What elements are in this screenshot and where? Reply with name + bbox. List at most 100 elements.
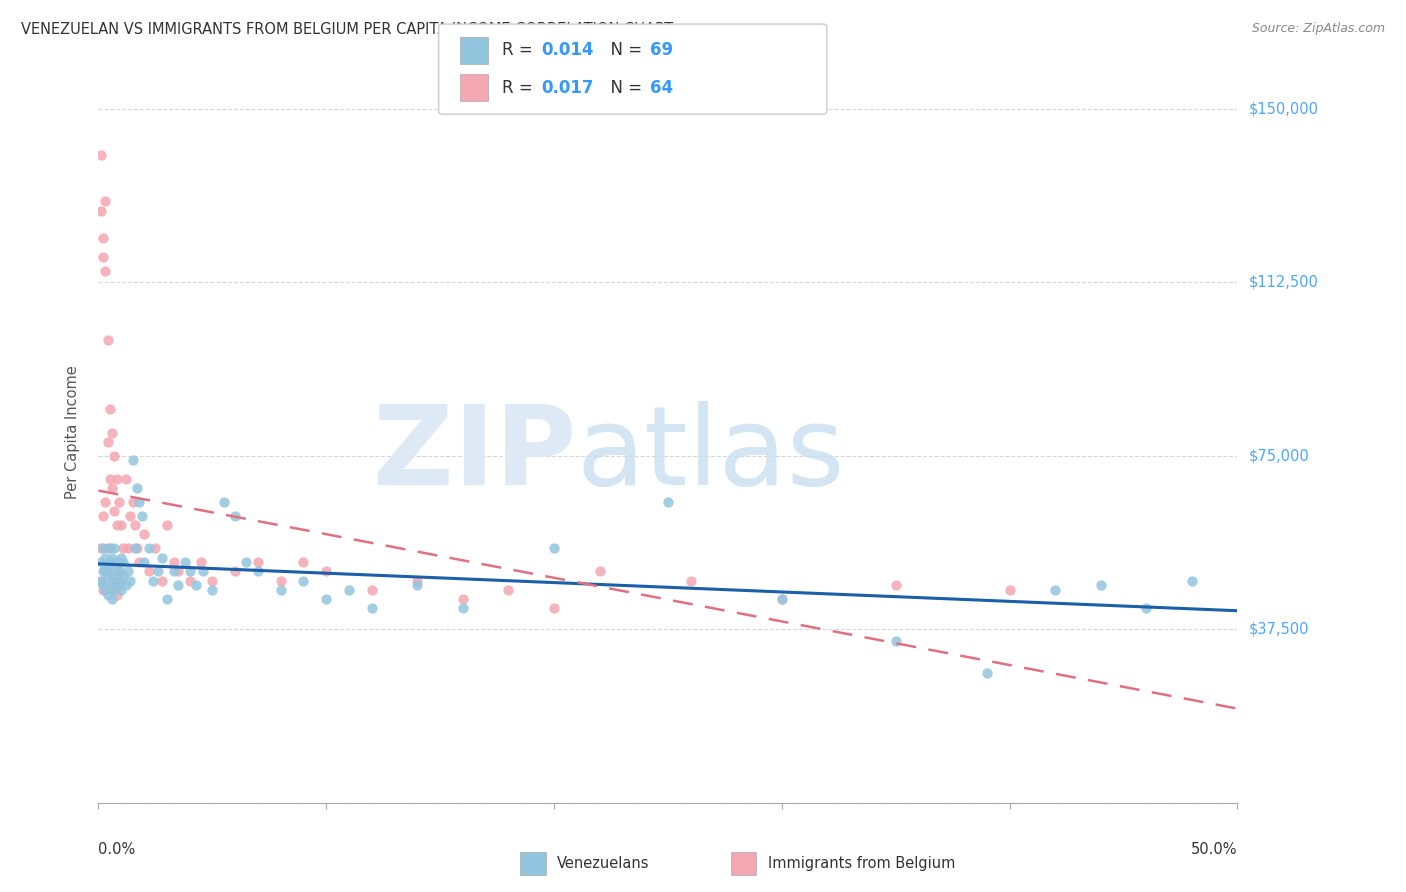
Point bbox=[91, 231, 114, 245]
Point bbox=[174, 555, 197, 569]
Point bbox=[98, 541, 121, 556]
Text: N =: N = bbox=[600, 42, 648, 60]
Point bbox=[98, 472, 121, 486]
Point bbox=[117, 541, 139, 556]
Point bbox=[98, 578, 121, 592]
Point bbox=[98, 402, 121, 417]
Point bbox=[1181, 574, 1204, 588]
Point bbox=[998, 582, 1021, 597]
Point bbox=[91, 250, 114, 264]
Point bbox=[132, 555, 155, 569]
Point bbox=[292, 574, 315, 588]
Point bbox=[976, 666, 998, 681]
Point bbox=[315, 565, 337, 579]
Point bbox=[679, 574, 702, 588]
Point bbox=[186, 578, 208, 592]
Point bbox=[96, 434, 118, 449]
Point bbox=[770, 592, 793, 607]
Point bbox=[117, 565, 139, 579]
Point bbox=[105, 555, 128, 569]
Point bbox=[91, 565, 114, 579]
Point bbox=[128, 555, 150, 569]
Point bbox=[91, 578, 114, 592]
Text: Venezuelans: Venezuelans bbox=[557, 856, 650, 871]
Point bbox=[96, 541, 118, 556]
Point bbox=[101, 550, 124, 565]
Point bbox=[98, 555, 121, 569]
Point bbox=[94, 565, 117, 579]
Point bbox=[101, 425, 124, 440]
Text: $150,000: $150,000 bbox=[1249, 101, 1319, 116]
Point bbox=[90, 555, 112, 569]
Point bbox=[91, 508, 114, 523]
Text: 0.017: 0.017 bbox=[541, 78, 593, 96]
Text: VENEZUELAN VS IMMIGRANTS FROM BELGIUM PER CAPITA INCOME CORRELATION CHART: VENEZUELAN VS IMMIGRANTS FROM BELGIUM PE… bbox=[21, 22, 673, 37]
Point bbox=[110, 574, 132, 588]
Point bbox=[94, 194, 117, 209]
Point bbox=[1135, 601, 1157, 615]
Point bbox=[142, 574, 165, 588]
Point bbox=[91, 582, 114, 597]
Point bbox=[162, 565, 184, 579]
Point bbox=[150, 574, 173, 588]
Point bbox=[162, 555, 184, 569]
Point bbox=[101, 481, 124, 495]
Point bbox=[96, 569, 118, 583]
Point bbox=[90, 148, 112, 162]
Point bbox=[103, 449, 125, 463]
Point bbox=[167, 578, 190, 592]
Point bbox=[112, 569, 135, 583]
Point bbox=[108, 495, 131, 509]
Text: 0.0%: 0.0% bbox=[98, 842, 135, 856]
Point bbox=[190, 555, 212, 569]
Point bbox=[90, 574, 112, 588]
Point bbox=[1043, 582, 1066, 597]
Point bbox=[235, 555, 257, 569]
Point bbox=[224, 565, 246, 579]
Point bbox=[406, 574, 429, 588]
Point bbox=[94, 565, 117, 579]
Point bbox=[121, 453, 143, 467]
Point bbox=[246, 555, 269, 569]
Point bbox=[150, 550, 173, 565]
Text: $112,500: $112,500 bbox=[1249, 275, 1319, 290]
Point bbox=[498, 582, 520, 597]
Point bbox=[112, 541, 135, 556]
Point bbox=[179, 574, 201, 588]
Point bbox=[884, 633, 907, 648]
Point bbox=[94, 263, 117, 277]
Point bbox=[167, 565, 190, 579]
Point bbox=[451, 592, 474, 607]
Point bbox=[105, 518, 128, 533]
Point bbox=[105, 574, 128, 588]
Point bbox=[1090, 578, 1112, 592]
Point bbox=[138, 565, 160, 579]
Point bbox=[90, 203, 112, 218]
Point bbox=[103, 582, 125, 597]
Point bbox=[127, 541, 149, 556]
Point bbox=[91, 541, 114, 556]
Point bbox=[114, 578, 136, 592]
Point bbox=[110, 550, 132, 565]
Point bbox=[121, 495, 143, 509]
Point bbox=[105, 472, 128, 486]
Y-axis label: Per Capita Income: Per Capita Income bbox=[65, 366, 80, 500]
Point bbox=[145, 541, 167, 556]
Point bbox=[98, 555, 121, 569]
Point bbox=[124, 518, 146, 533]
Point bbox=[201, 574, 224, 588]
Text: Immigrants from Belgium: Immigrants from Belgium bbox=[768, 856, 955, 871]
Point bbox=[120, 508, 142, 523]
Point bbox=[90, 541, 112, 556]
Point bbox=[146, 565, 169, 579]
Point bbox=[128, 495, 150, 509]
Point bbox=[90, 574, 112, 588]
Point bbox=[110, 582, 132, 597]
Point bbox=[108, 578, 131, 592]
Text: 69: 69 bbox=[650, 42, 672, 60]
Text: Source: ZipAtlas.com: Source: ZipAtlas.com bbox=[1251, 22, 1385, 36]
Point bbox=[179, 565, 201, 579]
Point bbox=[292, 555, 315, 569]
Point bbox=[360, 601, 382, 615]
Point bbox=[131, 508, 153, 523]
